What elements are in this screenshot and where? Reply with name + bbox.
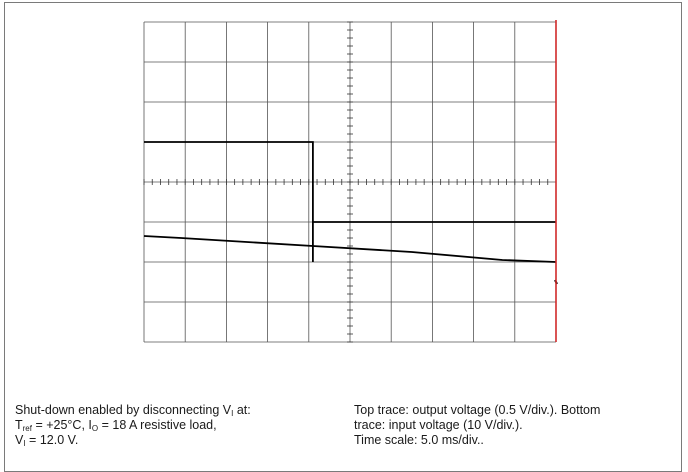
- caption-trace-info: Top trace: output voltage (0.5 V/div.). …: [354, 403, 684, 448]
- caption-right-line-2: trace: input voltage (10 V/div.).: [354, 418, 523, 432]
- caption-right-line-3: Time scale: 5.0 ms/div..: [354, 433, 484, 447]
- caption-left-line-1: Shut-down enabled by disconnecting VI at…: [15, 403, 251, 418]
- input-voltage-trace: [143, 235, 557, 263]
- output-voltage-trace: [144, 141, 556, 262]
- caption-conditions: Shut-down enabled by disconnecting VI at…: [15, 403, 335, 448]
- caption-left-line-3: VI = 12.0 V.: [15, 433, 79, 448]
- oscilloscope-plot: [143, 20, 558, 343]
- caption-left-line-2: Tref = +25°C, IO = 18 A resistive load,: [15, 418, 217, 433]
- caption-right-line-1: Top trace: output voltage (0.5 V/div.). …: [354, 403, 601, 417]
